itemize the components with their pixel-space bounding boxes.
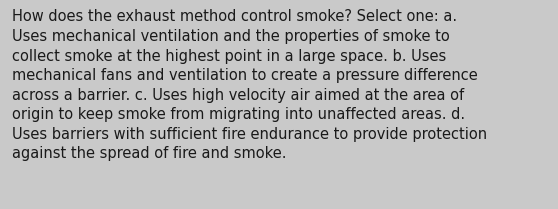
Text: How does the exhaust method control smoke? Select one: a.
Uses mechanical ventil: How does the exhaust method control smok… bbox=[12, 9, 487, 161]
